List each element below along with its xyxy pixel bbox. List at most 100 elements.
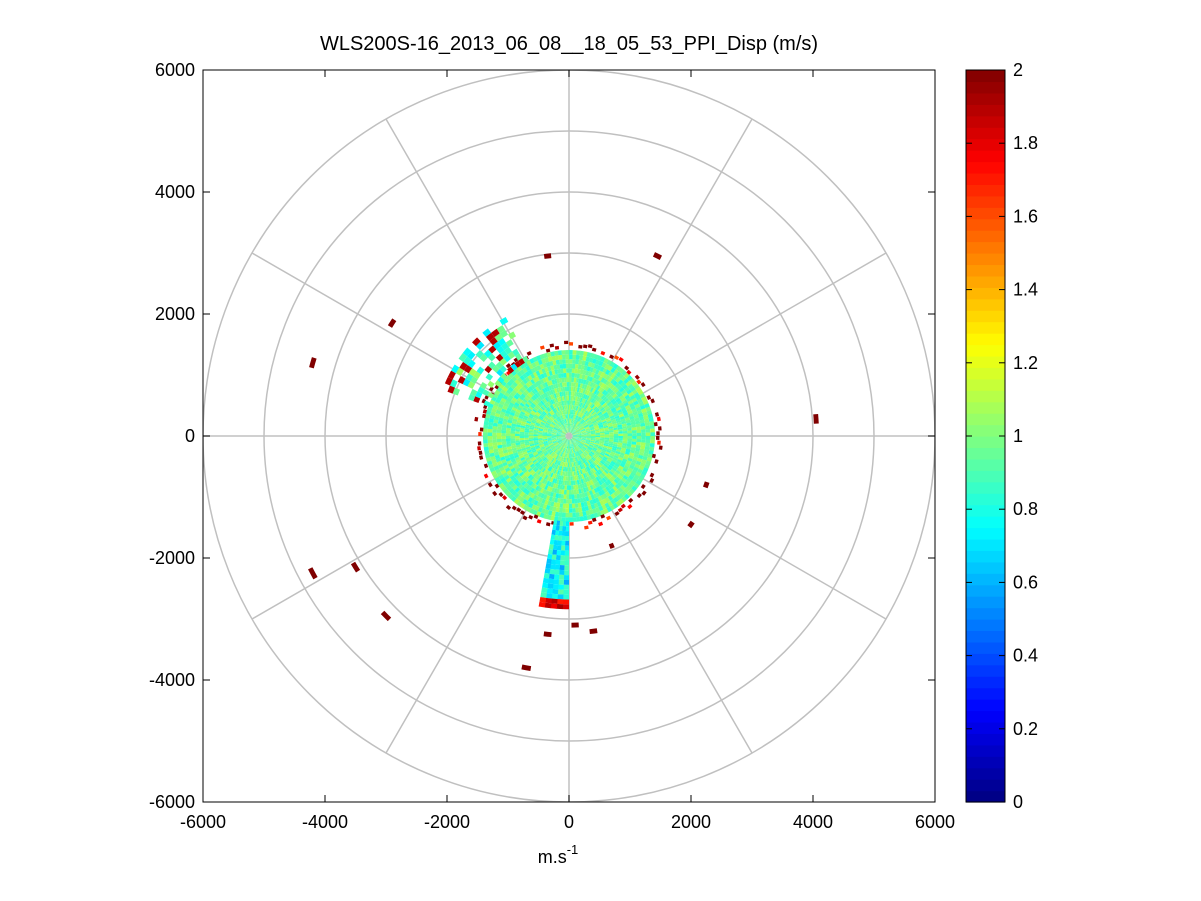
data-cell	[603, 391, 609, 397]
data-cell	[594, 401, 600, 407]
colorbar-segment	[966, 538, 1005, 551]
data-cell	[552, 506, 557, 512]
data-cell	[532, 417, 538, 421]
data-cell	[619, 404, 626, 410]
data-cell	[588, 357, 594, 363]
data-cell	[572, 434, 578, 436]
data-cell	[593, 425, 599, 429]
data-cell	[475, 349, 484, 359]
data-cell	[622, 440, 628, 444]
data-cell	[561, 517, 566, 522]
data-cell	[562, 400, 565, 406]
data-cell	[550, 445, 555, 449]
data-cell	[581, 436, 587, 437]
data-cell	[563, 494, 567, 500]
data-cell	[531, 389, 537, 395]
data-cell	[579, 412, 583, 418]
data-cell	[579, 392, 583, 398]
data-cell	[520, 410, 526, 416]
data-cell	[483, 424, 489, 429]
data-cell	[547, 432, 552, 434]
data-cell	[596, 449, 602, 453]
data-cell	[600, 377, 606, 383]
colorbar-segment	[966, 253, 1005, 266]
data-cell	[620, 389, 627, 395]
data-cell	[607, 394, 613, 400]
data-cell	[522, 504, 529, 511]
data-cell	[565, 476, 568, 481]
data-cell	[564, 423, 567, 429]
data-cell	[561, 530, 566, 536]
data-cell	[500, 397, 507, 403]
data-cell	[609, 436, 614, 439]
data-cell	[650, 428, 655, 433]
data-cell	[475, 341, 485, 350]
data-cell	[501, 435, 506, 439]
data-cell	[546, 475, 551, 481]
data-cell	[608, 442, 614, 446]
data-cell	[561, 431, 566, 435]
data-cell	[578, 470, 582, 475]
data-cell	[518, 415, 524, 420]
data-cell	[581, 432, 587, 434]
data-cell	[627, 467, 634, 473]
data-cell	[485, 373, 494, 381]
axis-ticks: -6000 -4000 -2000 0 2000 4000 6000600040002000…	[149, 60, 955, 832]
data-cell	[507, 366, 515, 374]
data-cell	[559, 564, 565, 571]
data-cell	[626, 491, 633, 497]
data-cell	[637, 412, 644, 418]
data-cell	[580, 441, 585, 445]
data-cell	[556, 401, 560, 407]
data-cell	[602, 487, 608, 494]
data-cell	[581, 408, 585, 414]
data-cell	[566, 423, 568, 428]
data-cell	[538, 390, 543, 396]
data-cell	[649, 424, 655, 430]
data-cell	[568, 517, 573, 523]
data-cell	[575, 484, 579, 490]
data-cell	[629, 480, 636, 486]
data-cell	[596, 379, 601, 386]
data-cell	[495, 457, 502, 463]
data-cell	[627, 399, 634, 405]
data-cell	[570, 428, 572, 433]
data-cell	[575, 396, 578, 402]
data-cell	[558, 406, 562, 412]
data-cell	[540, 394, 545, 400]
data-cell	[623, 493, 630, 500]
data-cell	[590, 439, 596, 442]
data-cell	[534, 426, 539, 430]
data-cell	[550, 399, 554, 405]
data-cell	[587, 470, 592, 476]
data-cell	[577, 422, 581, 427]
data-cell	[540, 447, 546, 451]
data-cell	[560, 420, 564, 425]
data-cell	[555, 397, 559, 403]
data-cell	[586, 500, 591, 506]
data-cell	[608, 426, 614, 430]
data-cell	[551, 598, 558, 604]
far-return	[652, 252, 663, 260]
data-cell	[559, 446, 563, 452]
data-cell	[590, 438, 596, 441]
data-cell	[580, 448, 585, 453]
data-cell	[492, 435, 497, 440]
data-cell	[534, 443, 540, 447]
data-cell	[538, 415, 544, 420]
data-cell	[627, 433, 633, 437]
data-cell	[544, 367, 549, 373]
data-cell	[636, 492, 642, 499]
data-cell	[629, 449, 636, 454]
data-cell	[558, 428, 563, 432]
data-cell	[574, 426, 578, 430]
data-cell	[644, 421, 650, 427]
colorbar-segment	[966, 458, 1005, 471]
data-cell	[506, 460, 512, 465]
data-cell	[572, 436, 578, 438]
data-cell	[629, 377, 635, 384]
polar-grid	[203, 70, 935, 802]
data-cell	[571, 453, 573, 458]
data-cell	[556, 438, 562, 441]
data-cell	[547, 429, 553, 432]
